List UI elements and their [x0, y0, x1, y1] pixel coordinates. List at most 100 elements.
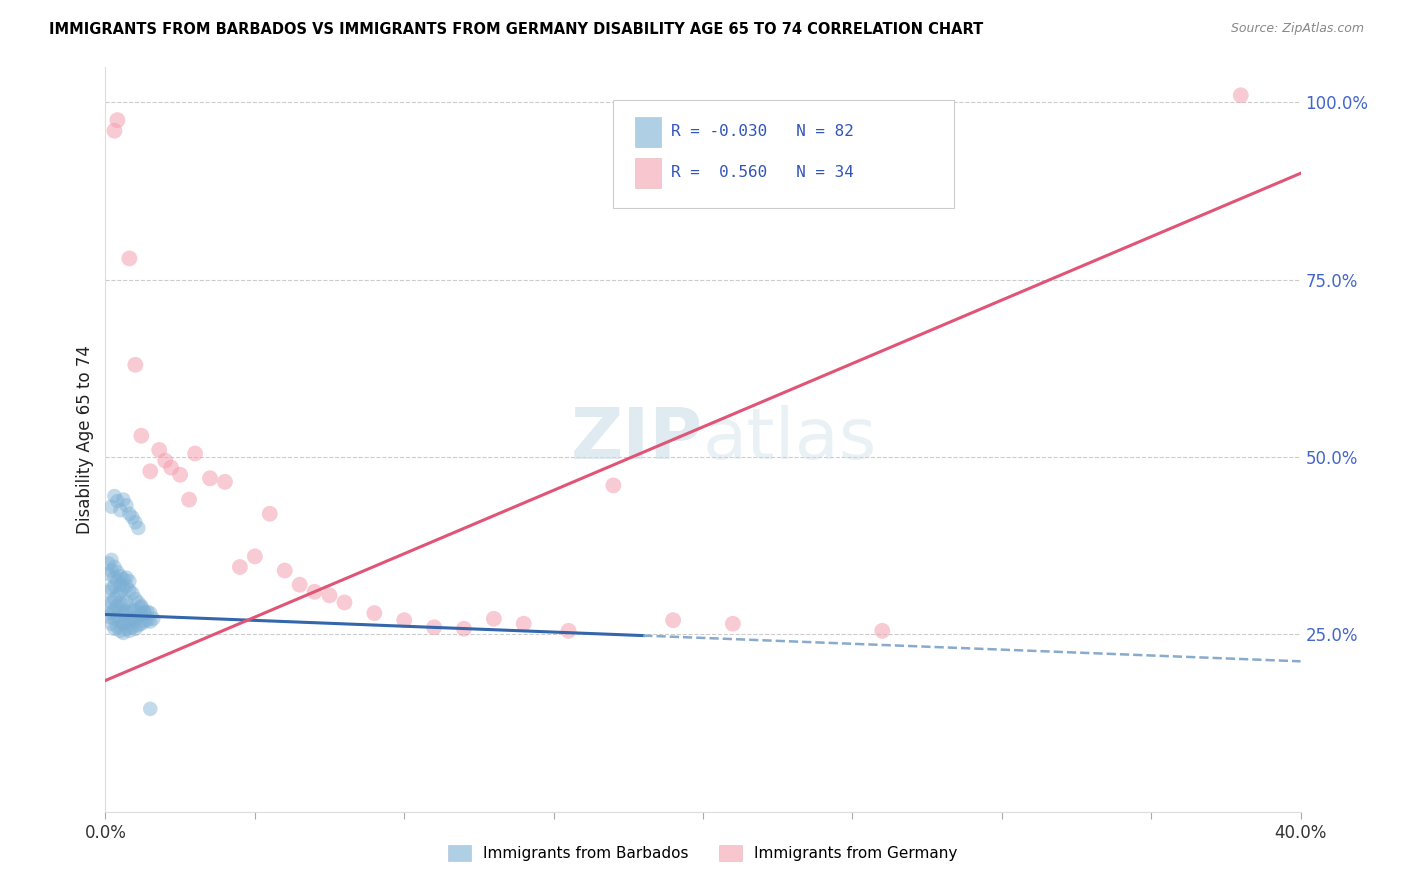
Point — [112, 626, 135, 640]
Point — [112, 572, 135, 586]
Point — [110, 569, 132, 583]
Point — [259, 507, 281, 521]
Point — [394, 613, 416, 627]
Point — [115, 613, 138, 627]
Point — [118, 574, 141, 589]
Point — [127, 609, 149, 624]
Point — [121, 620, 143, 634]
Point — [103, 560, 125, 574]
Point — [139, 464, 162, 478]
Point — [333, 595, 356, 609]
Point — [139, 615, 162, 629]
Point — [97, 609, 120, 624]
Point — [100, 553, 122, 567]
Point — [363, 606, 385, 620]
Point — [110, 615, 132, 629]
Point — [97, 584, 120, 599]
Point — [121, 612, 143, 626]
Point — [115, 579, 138, 593]
Point — [110, 578, 132, 592]
Point — [115, 498, 138, 512]
Point — [103, 124, 125, 138]
Point — [100, 606, 122, 620]
Point — [139, 702, 162, 716]
Point — [127, 521, 149, 535]
FancyBboxPatch shape — [636, 117, 661, 146]
Point — [100, 500, 122, 514]
Point — [1229, 88, 1253, 103]
Point — [423, 620, 446, 634]
Point — [134, 606, 156, 620]
Point — [110, 624, 132, 638]
Point — [721, 616, 744, 631]
Point — [129, 607, 153, 622]
Point — [318, 588, 340, 602]
Point — [118, 507, 141, 521]
Point — [124, 516, 146, 530]
Point — [124, 591, 146, 606]
Point — [129, 600, 153, 615]
Point — [453, 622, 475, 636]
Text: R = -0.030   N = 82: R = -0.030 N = 82 — [671, 124, 853, 139]
Point — [110, 595, 132, 609]
Point — [118, 615, 141, 629]
Point — [107, 620, 129, 634]
Text: R =  0.560   N = 34: R = 0.560 N = 34 — [671, 165, 853, 180]
Point — [107, 113, 129, 128]
Point — [97, 557, 120, 571]
Point — [136, 605, 159, 619]
Point — [112, 582, 135, 596]
Point — [169, 467, 191, 482]
Point — [557, 624, 579, 638]
Point — [110, 584, 132, 599]
Point — [304, 584, 326, 599]
Point — [273, 564, 295, 578]
Point — [127, 595, 149, 609]
Point — [103, 489, 125, 503]
Point — [602, 478, 624, 492]
Point — [288, 578, 311, 592]
Point — [100, 595, 122, 609]
Text: ZIP: ZIP — [571, 405, 703, 474]
Point — [184, 446, 207, 460]
Point — [112, 492, 135, 507]
Point — [872, 624, 894, 638]
Point — [97, 599, 120, 613]
Point — [103, 622, 125, 636]
Point — [139, 606, 162, 620]
Point — [198, 471, 221, 485]
Point — [115, 571, 138, 585]
Point — [129, 599, 153, 613]
Point — [129, 616, 153, 631]
Point — [107, 588, 129, 602]
Point — [129, 429, 153, 443]
Point — [103, 571, 125, 585]
Point — [103, 602, 125, 616]
Point — [124, 604, 146, 618]
Point — [214, 475, 236, 489]
Point — [142, 612, 165, 626]
Point — [107, 565, 129, 579]
Point — [155, 453, 177, 467]
Point — [107, 494, 129, 508]
Point — [115, 595, 138, 609]
Text: Source: ZipAtlas.com: Source: ZipAtlas.com — [1230, 22, 1364, 36]
Point — [243, 549, 266, 564]
Point — [482, 612, 505, 626]
Point — [121, 586, 143, 600]
FancyBboxPatch shape — [636, 158, 661, 187]
Point — [115, 604, 138, 618]
Point — [103, 579, 125, 593]
Point — [97, 567, 120, 582]
Point — [112, 607, 135, 622]
Point — [160, 460, 183, 475]
Point — [100, 616, 122, 631]
Text: atlas: atlas — [703, 405, 877, 474]
Point — [107, 599, 129, 613]
Point — [513, 616, 536, 631]
Point — [134, 615, 156, 629]
Point — [110, 503, 132, 517]
Point — [100, 582, 122, 596]
Point — [134, 605, 156, 619]
Point — [121, 510, 143, 524]
